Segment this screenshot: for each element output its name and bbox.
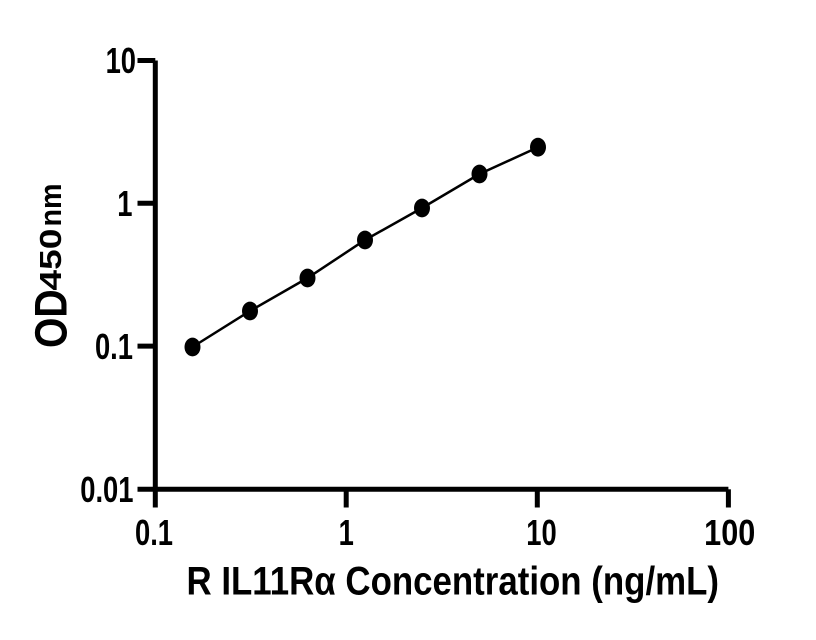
svg-text:0.1: 0.1 bbox=[135, 512, 173, 553]
svg-text:0.1: 0.1 bbox=[95, 326, 133, 367]
svg-text:10: 10 bbox=[526, 512, 556, 553]
svg-text:OD: OD bbox=[26, 289, 76, 348]
svg-text:nm: nm bbox=[33, 184, 68, 227]
svg-text:1: 1 bbox=[117, 183, 132, 224]
svg-text:450: 450 bbox=[33, 229, 68, 291]
svg-text:1: 1 bbox=[339, 512, 354, 553]
svg-text:10: 10 bbox=[106, 41, 136, 82]
svg-text:0.01: 0.01 bbox=[80, 469, 133, 510]
svg-text:100: 100 bbox=[704, 514, 755, 554]
svg-text:R IL11Rα Concentration (ng/mL): R IL11Rα Concentration (ng/mL) bbox=[187, 560, 720, 604]
